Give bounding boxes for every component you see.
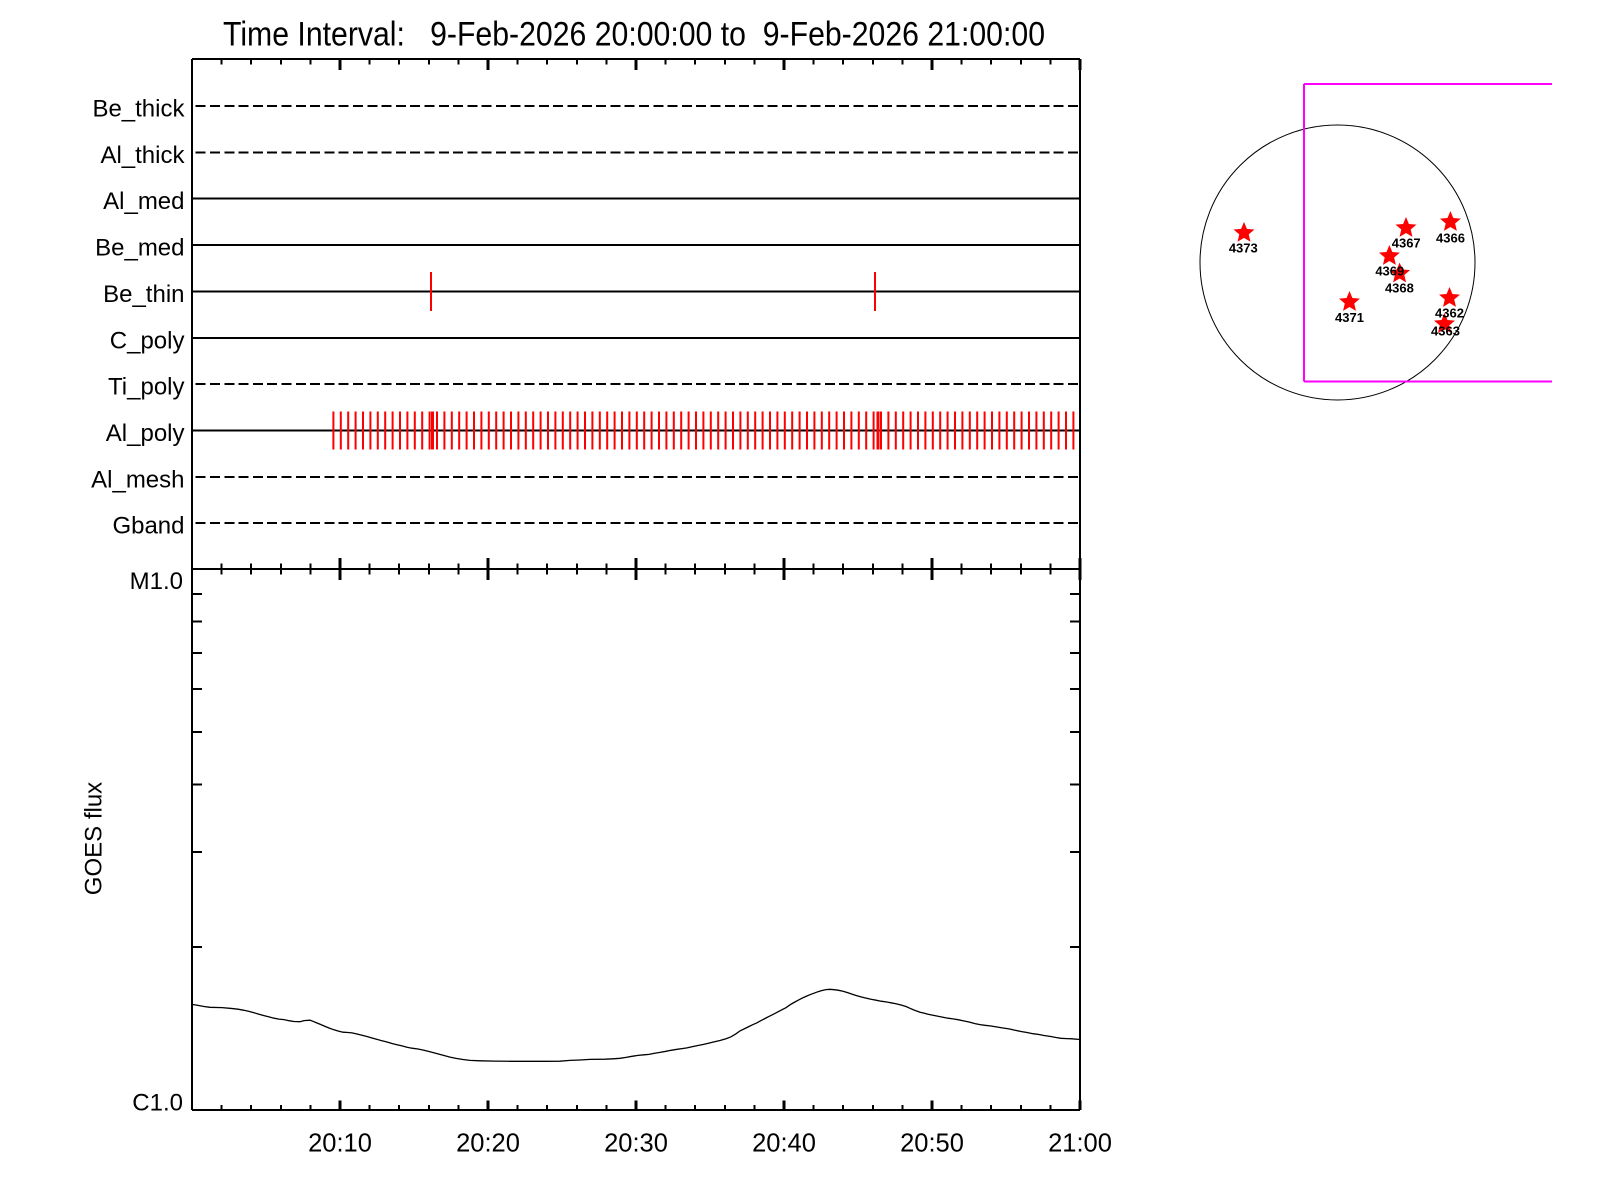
svg-text:M1.0: M1.0 (130, 568, 183, 595)
svg-text:Al_thick: Al_thick (100, 142, 185, 169)
svg-text:Al_poly: Al_poly (106, 420, 185, 447)
svg-text:20:50: 20:50 (900, 1130, 964, 1158)
svg-text:C_poly: C_poly (110, 327, 185, 354)
svg-text:Gband: Gband (112, 513, 184, 540)
svg-text:Be_thick: Be_thick (92, 96, 185, 123)
svg-text:4366: 4366 (1436, 231, 1465, 246)
svg-text:Ti_poly: Ti_poly (108, 374, 184, 401)
svg-text:Time Interval: 9-Feb-2026 20: Time Interval: 9-Feb-2026 20:00:00 to 9-… (223, 16, 1045, 54)
svg-text:20:40: 20:40 (752, 1130, 816, 1158)
svg-text:GOES flux: GOES flux (81, 782, 108, 895)
svg-text:4368: 4368 (1385, 281, 1414, 296)
svg-text:Al_mesh: Al_mesh (91, 466, 184, 493)
svg-text:4373: 4373 (1229, 240, 1258, 255)
svg-text:C1.0: C1.0 (132, 1089, 183, 1116)
svg-text:4362: 4362 (1435, 306, 1464, 321)
svg-text:21:00: 21:00 (1048, 1130, 1112, 1158)
svg-text:4371: 4371 (1335, 310, 1364, 325)
svg-text:20:10: 20:10 (308, 1130, 372, 1158)
svg-text:Al_med: Al_med (103, 188, 184, 215)
svg-text:20:30: 20:30 (604, 1130, 668, 1158)
svg-text:20:20: 20:20 (456, 1130, 520, 1158)
svg-text:4369: 4369 (1375, 264, 1404, 279)
svg-text:4363: 4363 (1431, 324, 1460, 339)
svg-text:Be_med: Be_med (95, 235, 184, 262)
svg-text:Be_thin: Be_thin (103, 281, 184, 308)
svg-text:4367: 4367 (1392, 236, 1421, 251)
